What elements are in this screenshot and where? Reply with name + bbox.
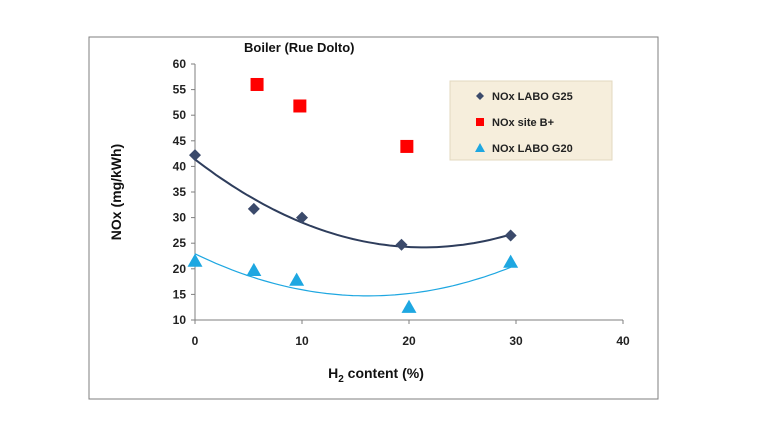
y-tick-label: 25 [173, 236, 187, 250]
legend-label: NOx LABO G25 [492, 91, 573, 103]
y-tick-label: 10 [173, 313, 187, 327]
x-tick-label: 10 [295, 334, 309, 348]
y-tick-label: 15 [173, 287, 187, 301]
data-point-series-0 [189, 149, 201, 162]
data-points [187, 77, 519, 313]
legend-label: NOx LABO G20 [492, 143, 573, 155]
y-axis-title: NOx (mg/kWh) [108, 144, 124, 240]
chart-title: Boiler (Rue Dolto) [244, 40, 355, 55]
data-point-series-2 [187, 253, 203, 267]
legend-marker-diamond [476, 92, 484, 100]
data-point-series-0 [247, 202, 260, 215]
data-point-series-2 [401, 299, 417, 313]
legend-items: NOx LABO G25 NOx site B+ NOx LABO G20 [475, 91, 573, 155]
x-tick-label: 40 [616, 334, 630, 348]
x-tick-label: 0 [192, 334, 199, 348]
x-tick-label: 30 [509, 334, 523, 348]
y-tick-label: 45 [173, 134, 187, 148]
x-axis-title: H2 content (%) [328, 365, 424, 385]
x-axis-title-main: H [328, 365, 338, 381]
data-point-series-2 [289, 272, 305, 286]
trendline-series-0 [194, 158, 511, 249]
data-point-series-0 [296, 211, 308, 224]
x-tick-label: 20 [402, 334, 416, 348]
data-point-series-1 [400, 139, 414, 153]
legend-label: NOx site B+ [492, 117, 554, 129]
x-axis-ticks: 0 10 20 30 40 [192, 320, 630, 348]
y-tick-label: 35 [173, 185, 187, 199]
data-point-series-2 [503, 254, 519, 268]
y-tick-label: 60 [173, 57, 187, 71]
y-axis-ticks: 10 15 20 25 30 35 40 45 50 55 60 [173, 57, 195, 327]
y-tick-label: 55 [173, 83, 187, 97]
legend-marker-square [476, 118, 484, 126]
y-tick-label: 30 [173, 211, 187, 225]
legend-marker-triangle [475, 143, 485, 152]
data-point-series-2 [246, 262, 262, 276]
y-tick-label: 40 [173, 159, 187, 173]
data-point-series-0 [395, 238, 408, 251]
y-tick-label: 20 [173, 262, 187, 276]
legend: NOx LABO G25 NOx site B+ NOx LABO G20 [449, 80, 613, 161]
data-point-series-1 [250, 77, 264, 91]
x-axis-title-subscript: 2 [338, 374, 344, 385]
data-point-series-0 [504, 229, 517, 242]
data-point-series-1 [293, 99, 307, 113]
x-axis-title-rest: content (%) [344, 365, 424, 381]
y-tick-label: 50 [173, 108, 187, 122]
